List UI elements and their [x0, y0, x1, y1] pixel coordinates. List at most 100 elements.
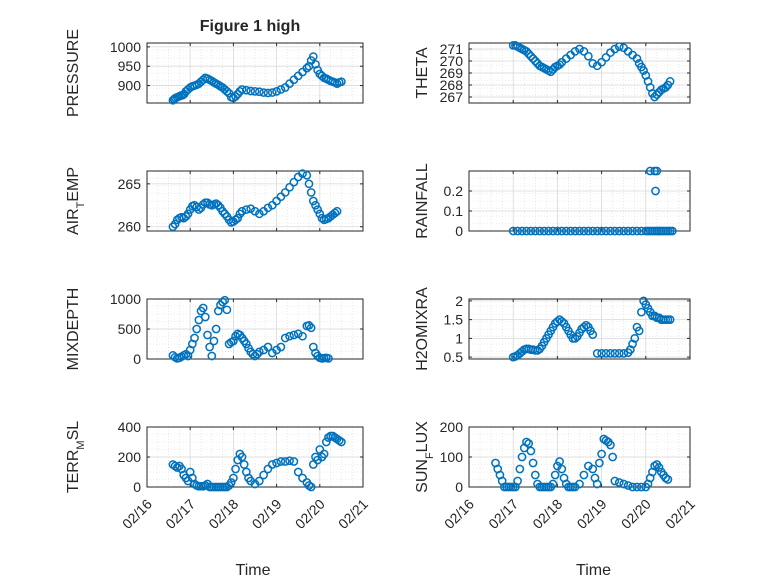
data-point [570, 226, 580, 236]
data-point [619, 349, 629, 358]
data-point [254, 87, 264, 97]
x-axis-label: Time [236, 562, 271, 579]
data-point [200, 312, 210, 322]
y-tick-label: 265 [118, 176, 142, 192]
data-point [280, 188, 290, 197]
data-point [192, 324, 202, 334]
data-point [608, 452, 618, 462]
series-pressure [168, 52, 346, 105]
y-tick-label: 0 [133, 351, 141, 367]
data-point [231, 215, 240, 225]
data-point [205, 342, 214, 352]
data-point [321, 437, 331, 447]
data-point [592, 349, 602, 358]
data-point [570, 334, 580, 343]
data-point [566, 226, 576, 236]
y-tick-label: 0 [133, 479, 141, 495]
data-point [557, 464, 567, 474]
data-point [334, 436, 344, 445]
data-point [207, 351, 217, 361]
data-point [211, 324, 221, 334]
data-point [315, 209, 325, 219]
data-point [308, 52, 318, 61]
y-tick-label: 271 [440, 41, 464, 57]
data-point [263, 88, 273, 98]
data-point [579, 47, 589, 56]
data-point [267, 88, 277, 97]
data-point [601, 349, 611, 358]
data-point [181, 212, 191, 221]
data-point [661, 83, 671, 92]
y-tick-label: 0 [455, 223, 463, 239]
figure-title: Figure 1 high [200, 18, 300, 35]
data-point [650, 92, 659, 102]
data-point [581, 320, 591, 330]
data-point [555, 457, 564, 466]
axes-box [146, 170, 364, 232]
y-tick-label: 267 [440, 89, 464, 105]
y-tick-label: 100 [440, 449, 464, 465]
data-point [293, 329, 303, 339]
data-point [601, 226, 611, 236]
data-point [610, 226, 620, 236]
y-axis-label: H2OMIXRA [414, 287, 431, 371]
data-point [663, 475, 673, 484]
data-point [632, 226, 642, 236]
data-point [588, 226, 598, 236]
data-point [231, 92, 240, 101]
y-tick-label: 0.2 [444, 183, 464, 199]
data-point [276, 342, 286, 352]
data-point [220, 295, 230, 305]
data-point [508, 226, 518, 236]
series-sun-flux [491, 434, 673, 492]
data-point [242, 205, 251, 214]
data-point [220, 209, 230, 219]
axes-box [468, 298, 691, 360]
data-point [213, 80, 223, 90]
data-point [304, 179, 314, 189]
data-point [583, 51, 593, 61]
data-point [623, 481, 633, 490]
data-point [272, 458, 281, 468]
data-point [267, 460, 277, 469]
data-point [337, 77, 346, 87]
data-point [530, 56, 540, 66]
data-point [168, 222, 178, 232]
data-point [308, 460, 318, 469]
data-point [570, 47, 580, 56]
data-point [548, 226, 558, 236]
data-point [630, 334, 640, 343]
y-axis-label: RAINFALL [414, 163, 431, 239]
y-tick-label: 500 [118, 321, 142, 337]
panel-sun-flux: 0 100 200 02/16 02/17 02/18 02/19 02/20 02/21 SUN… [414, 419, 698, 579]
data-point [222, 305, 232, 315]
data-point [218, 206, 227, 216]
y-axis-label: MIXDEPTH [65, 288, 82, 371]
series-terr-msl [168, 431, 346, 492]
data-point [528, 54, 538, 63]
data-point [619, 226, 629, 236]
y-tick-label: 0 [455, 479, 463, 495]
data-point [302, 170, 312, 180]
data-point [597, 57, 606, 67]
data-point [526, 226, 536, 236]
data-point [619, 479, 629, 489]
data-point [242, 339, 251, 349]
data-point [561, 226, 571, 236]
data-point [315, 445, 325, 454]
x-tick-label: 02/17 [485, 496, 521, 532]
data-point [298, 331, 307, 341]
data-point [651, 186, 660, 196]
y-tick-label: 2 [455, 293, 463, 309]
x-tick-label: 02/19 [574, 496, 610, 532]
x-tick-label: 02/17 [162, 496, 198, 532]
data-point [637, 307, 646, 317]
data-point [222, 87, 232, 96]
data-point [170, 219, 180, 229]
data-point [632, 482, 642, 492]
y-axis-label: SUNFLUX [414, 421, 436, 493]
y-tick-label: 400 [118, 419, 142, 435]
data-point [524, 49, 534, 59]
data-point [632, 54, 642, 63]
data-point [259, 88, 268, 97]
